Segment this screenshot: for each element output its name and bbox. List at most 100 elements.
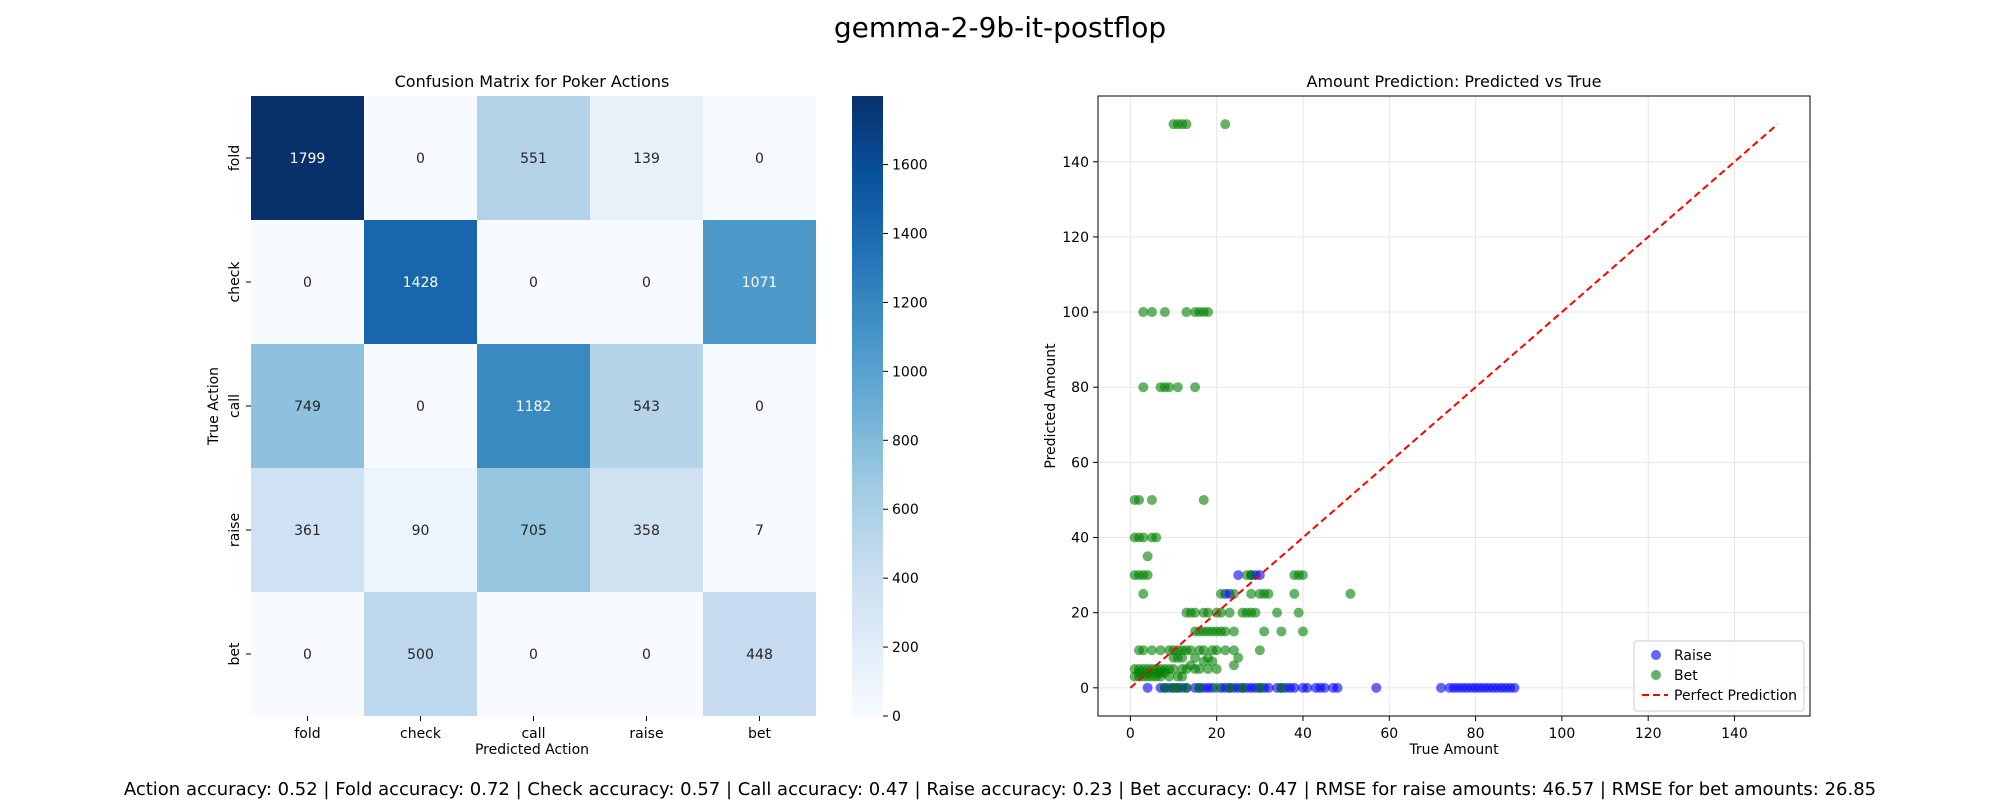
heatmap-cell <box>364 592 477 716</box>
heatmap-cell <box>477 468 590 592</box>
heatmap-ytick-label: bet <box>227 642 243 666</box>
scatter-point-bet <box>1138 532 1149 543</box>
scatter-ytick-label: 100 <box>1062 305 1089 321</box>
scatter-point-bet <box>1215 607 1226 618</box>
heatmap-cell-value: 448 <box>746 647 773 663</box>
scatter-ytick-label: 40 <box>1071 531 1089 547</box>
scatter-point-bet <box>1259 626 1270 637</box>
scatter-point-bet <box>1276 682 1287 693</box>
scatter-point-bet <box>1203 307 1214 318</box>
scatter-point-bet <box>1177 671 1188 682</box>
scatter-point-bet <box>1228 645 1239 656</box>
scatter-point-bet <box>1138 645 1149 656</box>
scatter-point-bet <box>1246 588 1257 599</box>
legend-marker-bet <box>1651 670 1661 680</box>
scatter-point-bet <box>1203 664 1214 675</box>
scatter-point-bet <box>1215 588 1226 599</box>
scatter-point-bet <box>1172 682 1183 693</box>
scatter-xtick-label: 60 <box>1380 726 1398 742</box>
heatmap-cell-value: 500 <box>407 647 434 663</box>
scatter-xtick-label: 0 <box>1126 726 1135 742</box>
scatter-legend: Raise Bet Perfect Prediction <box>1633 640 1805 712</box>
heatmap-cell-value: 543 <box>633 399 660 415</box>
scatter-point-bet <box>1164 382 1175 393</box>
heatmap-cell-value: 1182 <box>516 399 552 415</box>
scatter-point-raise <box>1436 682 1447 693</box>
scatter-point-bet <box>1190 652 1201 663</box>
heatmap-cell <box>364 96 477 220</box>
scatter-point-raise <box>1509 682 1520 693</box>
heatmap-cell <box>703 96 816 220</box>
scatter-point-bet <box>1220 645 1231 656</box>
amount-scatter-panel: Amount Prediction: Predicted vs True Tru… <box>1043 72 1811 758</box>
heatmap-cell-value: 0 <box>755 399 764 415</box>
scatter-point-bet <box>1138 307 1149 318</box>
heatmap-cell <box>251 468 364 592</box>
heatmap-cell <box>703 344 816 468</box>
colorbar-tick-label: 200 <box>892 640 919 656</box>
heatmap-cell-value: 0 <box>642 647 651 663</box>
heatmap-ytick-label: check <box>227 261 243 303</box>
scatter-point-bet <box>1155 645 1166 656</box>
confusion-matrix-xlabel: Predicted Action <box>475 742 589 758</box>
heatmap-cell <box>703 592 816 716</box>
colorbar-tick-label: 400 <box>892 571 919 587</box>
heatmap-cell <box>477 96 590 220</box>
heatmap-cell <box>477 220 590 344</box>
scatter-point-raise <box>1302 682 1313 693</box>
scatter-point-bet <box>1228 588 1239 599</box>
figure-title: gemma-2-9b-it-postflop <box>834 11 1166 44</box>
scatter-ytick-label: 0 <box>1080 681 1089 697</box>
heatmap-cell <box>364 220 477 344</box>
heatmap-cell <box>251 220 364 344</box>
legend-marker-raise <box>1651 650 1661 660</box>
heatmap-cell <box>251 592 364 716</box>
heatmap-cell-value: 90 <box>412 523 430 539</box>
legend-label-raise: Raise <box>1674 648 1712 664</box>
colorbar-gradient <box>852 96 883 716</box>
scatter-point-bet <box>1146 645 1157 656</box>
heatmap-cell-value: 0 <box>529 275 538 291</box>
colorbar-tick-label: 800 <box>892 433 919 449</box>
scatter-point-bet <box>1181 119 1192 130</box>
scatter-point-bet <box>1293 607 1304 618</box>
heatmap-cell <box>703 220 816 344</box>
legend-label-bet: Bet <box>1674 668 1698 684</box>
scatter-point-raise <box>1319 682 1330 693</box>
scatter-point-bet <box>1138 382 1149 393</box>
scatter-point-bet <box>1254 645 1265 656</box>
heatmap-cell <box>364 344 477 468</box>
colorbar-tick-label: 0 <box>892 709 901 725</box>
scatter-point-bet <box>1276 626 1287 637</box>
heatmap-cell-value: 1799 <box>290 151 326 167</box>
scatter-point-bet <box>1211 645 1222 656</box>
confusion-matrix-title: Confusion Matrix for Poker Actions <box>395 72 670 91</box>
scatter-point-bet <box>1151 532 1162 543</box>
legend-box <box>1633 640 1805 712</box>
heatmap-xtick-label: raise <box>629 726 663 742</box>
scatter-point-raise <box>1263 682 1274 693</box>
scatter-point-bet <box>1345 588 1356 599</box>
scatter-point-bet <box>1194 664 1205 675</box>
scatter-point-bet <box>1168 664 1179 675</box>
heatmap-cell <box>590 592 703 716</box>
scatter-point-bet <box>1246 570 1257 581</box>
scatter-point-bet <box>1289 588 1300 599</box>
scatter-point-raise <box>1289 682 1300 693</box>
confusion-matrix-ylabel: True Action <box>206 367 222 446</box>
heatmap-cell-value: 361 <box>294 523 321 539</box>
heatmap-cell-value: 0 <box>529 647 538 663</box>
scatter-point-bet <box>1237 682 1248 693</box>
scatter-point-bet <box>1198 645 1209 656</box>
heatmap-cell-value: 7 <box>755 523 764 539</box>
heatmap-cell-value: 139 <box>633 151 660 167</box>
scatter-point-bet <box>1185 660 1196 671</box>
heatmap-xtick-label: check <box>400 726 442 742</box>
heatmap-cell <box>590 468 703 592</box>
scatter-point-bet <box>1181 682 1192 693</box>
scatter-xtick-label: 140 <box>1721 726 1748 742</box>
colorbar-tick-label: 1200 <box>892 295 928 311</box>
heatmap-cell <box>477 592 590 716</box>
legend-label-perfect-prediction: Perfect Prediction <box>1674 688 1797 704</box>
